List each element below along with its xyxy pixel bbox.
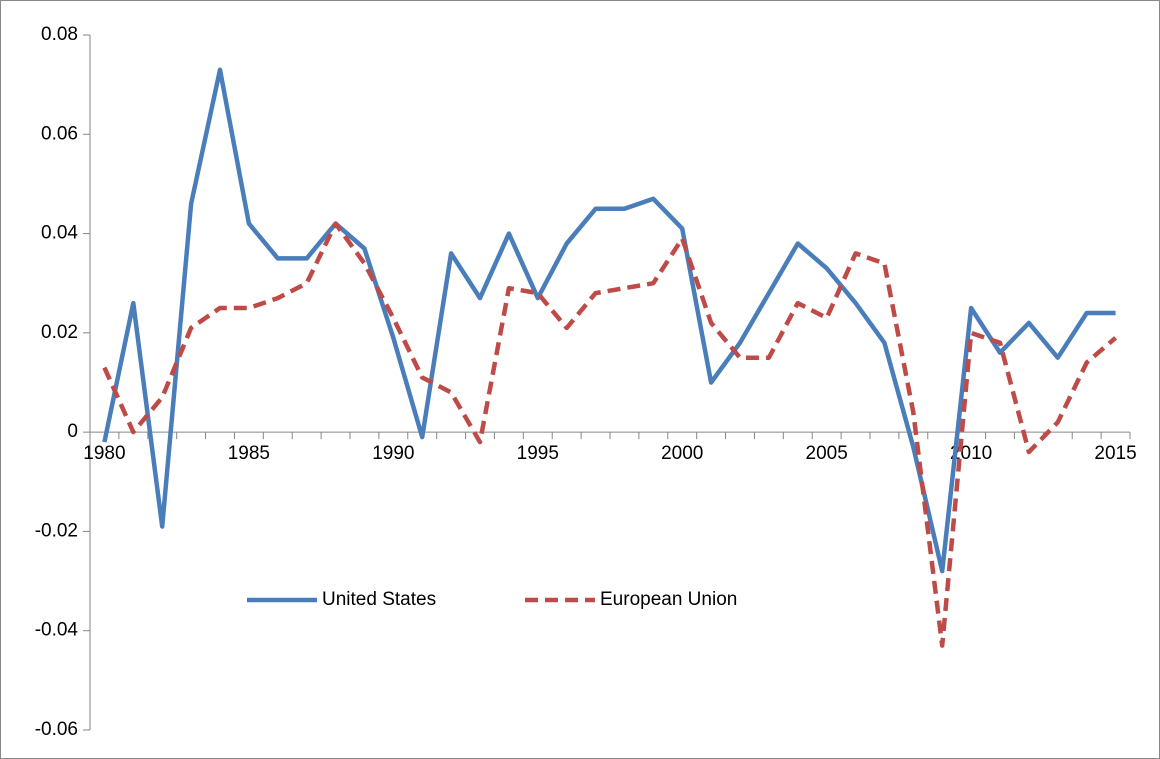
x-tick-label: 1990 (372, 443, 414, 464)
x-tick-label: 2015 (1094, 443, 1136, 464)
y-tick-label: 0.02 (41, 322, 78, 343)
series-line (102, 221, 1118, 648)
x-tick-label: 2005 (806, 443, 848, 464)
x-tick-label: 1995 (517, 443, 559, 464)
y-tick-label: -0.06 (35, 719, 78, 740)
x-tick-label: 1985 (228, 443, 270, 464)
legend-label: European Union (600, 589, 737, 610)
y-tick-label: 0.06 (41, 123, 78, 144)
y-tick-label: 0.08 (41, 24, 78, 45)
x-tick-label: 2000 (661, 443, 703, 464)
y-tick-label: 0.04 (41, 223, 78, 244)
series-line (102, 67, 1116, 574)
y-tick-label: -0.02 (35, 520, 78, 541)
legend-label: United States (322, 589, 436, 610)
y-tick-label: -0.04 (35, 620, 79, 641)
y-tick-label: 0 (67, 421, 78, 442)
x-tick-label: 1980 (83, 443, 125, 464)
